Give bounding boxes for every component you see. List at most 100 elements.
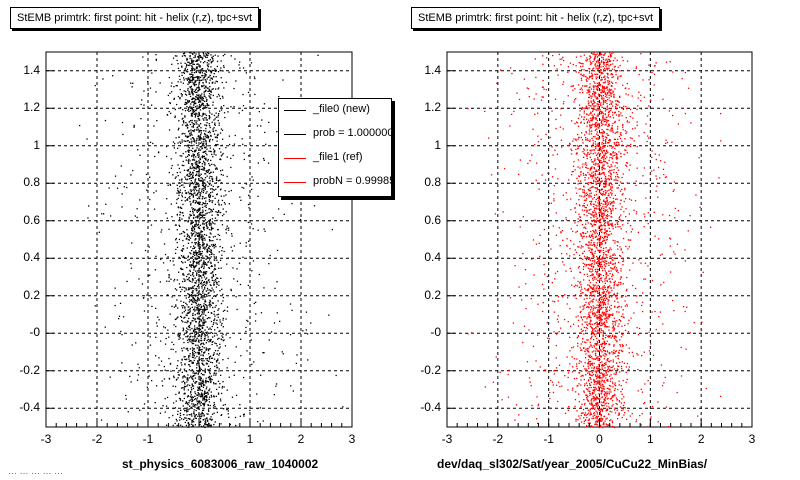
scatter-point	[610, 95, 612, 98]
scatter-point	[591, 213, 593, 215]
scatter-point	[199, 270, 202, 272]
scatter-point	[205, 87, 207, 89]
scatter-point	[193, 332, 195, 334]
scatter-point	[209, 218, 211, 221]
scatter-point	[595, 221, 597, 223]
scatter-point	[598, 108, 600, 110]
scatter-point	[208, 398, 210, 400]
scatter-point	[214, 217, 217, 219]
scatter-point	[602, 301, 604, 304]
scatter-point	[215, 372, 217, 375]
scatter-point	[588, 182, 590, 184]
scatter-point	[625, 289, 627, 292]
scatter-point	[130, 82, 132, 84]
scatter-point	[606, 76, 608, 78]
scatter-point	[601, 166, 603, 169]
scatter-point	[590, 362, 592, 365]
scatter-point	[126, 280, 128, 283]
scatter-point	[226, 389, 228, 391]
scatter-point	[578, 246, 580, 248]
scatter-point	[603, 342, 605, 344]
scatter-point	[212, 405, 215, 407]
scatter-point	[121, 121, 124, 124]
scatter-point	[614, 384, 616, 386]
scatter-point	[598, 179, 600, 181]
scatter-point	[176, 365, 179, 367]
scatter-point	[221, 95, 224, 97]
scatter-point	[209, 208, 211, 210]
scatter-point	[603, 349, 605, 352]
scatter-point	[230, 289, 232, 292]
scatter-point	[603, 90, 605, 92]
scatter-point	[206, 136, 208, 139]
scatter-point	[173, 147, 175, 149]
scatter-point	[633, 312, 635, 314]
scatter-point	[208, 239, 211, 241]
scatter-point	[135, 342, 137, 344]
scatter-point	[185, 332, 188, 334]
scatter-point	[226, 310, 229, 312]
scatter-point	[145, 173, 148, 176]
scatter-point	[614, 395, 616, 397]
scatter-point	[206, 380, 208, 382]
scatter-point	[599, 125, 601, 128]
scatter-point	[200, 257, 202, 259]
scatter-point	[184, 115, 186, 117]
scatter-point	[192, 125, 195, 127]
scatter-point	[605, 377, 607, 379]
scatter-point	[189, 57, 191, 60]
scatter-point	[204, 117, 206, 119]
scatter-point	[191, 342, 193, 345]
scatter-point	[609, 116, 611, 118]
scatter-point	[614, 412, 617, 414]
scatter-point	[256, 125, 259, 127]
scatter-point	[601, 60, 603, 62]
scatter-point	[198, 135, 200, 137]
scatter-point	[188, 360, 190, 362]
scatter-point	[208, 163, 210, 165]
scatter-point	[608, 388, 610, 390]
scatter-point	[146, 189, 148, 191]
scatter-point	[608, 278, 610, 280]
scatter-point	[180, 93, 182, 95]
scatter-point	[170, 278, 172, 280]
scatter-point	[200, 105, 202, 107]
scatter-point	[220, 423, 222, 425]
scatter-point	[193, 411, 195, 413]
scatter-point	[186, 339, 189, 341]
scatter-point	[150, 69, 153, 72]
scatter-point	[579, 332, 581, 334]
scatter-point	[577, 385, 579, 387]
scatter-point	[208, 211, 210, 214]
scatter-point	[199, 76, 202, 79]
scatter-point	[602, 217, 604, 219]
scatter-point	[196, 63, 198, 65]
scatter-point	[217, 392, 220, 394]
scatter-point	[582, 305, 584, 307]
scatter-point	[202, 143, 204, 145]
scatter-point	[212, 171, 214, 173]
scatter-point	[201, 102, 203, 104]
scatter-point	[197, 170, 199, 173]
scatter-point	[193, 413, 195, 415]
scatter-point	[631, 137, 633, 140]
scatter-point	[199, 158, 201, 160]
scatter-point	[613, 268, 615, 270]
scatter-point	[596, 242, 599, 244]
scatter-point	[206, 68, 209, 70]
scatter-point	[203, 223, 205, 225]
scatter-point	[114, 175, 117, 177]
scatter-point	[582, 172, 584, 175]
scatter-point	[199, 421, 202, 423]
scatter-point	[166, 217, 168, 219]
scatter-point	[199, 207, 201, 209]
scatter-point	[211, 78, 213, 80]
scatter-point	[154, 269, 157, 271]
scatter-point	[595, 137, 597, 140]
scatter-point	[587, 258, 590, 260]
scatter-point	[185, 401, 187, 403]
scatter-point	[212, 274, 214, 276]
scatter-point	[593, 261, 596, 263]
scatter-point	[202, 354, 204, 356]
scatter-point	[178, 238, 181, 241]
